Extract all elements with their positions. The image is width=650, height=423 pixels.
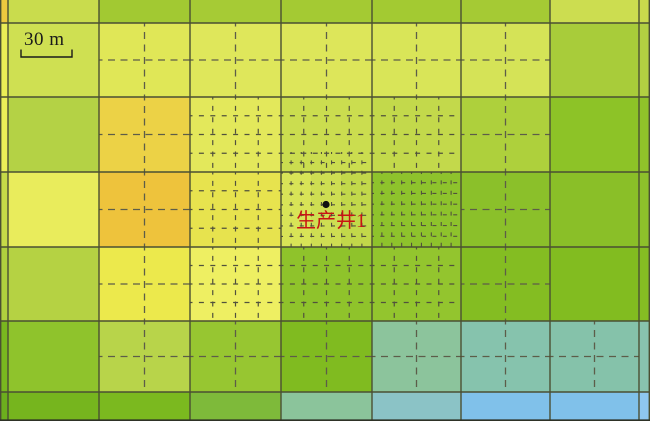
well-label-production-well-1: 生产井1 — [296, 210, 366, 232]
scale-bar-label: 30 m — [24, 29, 65, 50]
